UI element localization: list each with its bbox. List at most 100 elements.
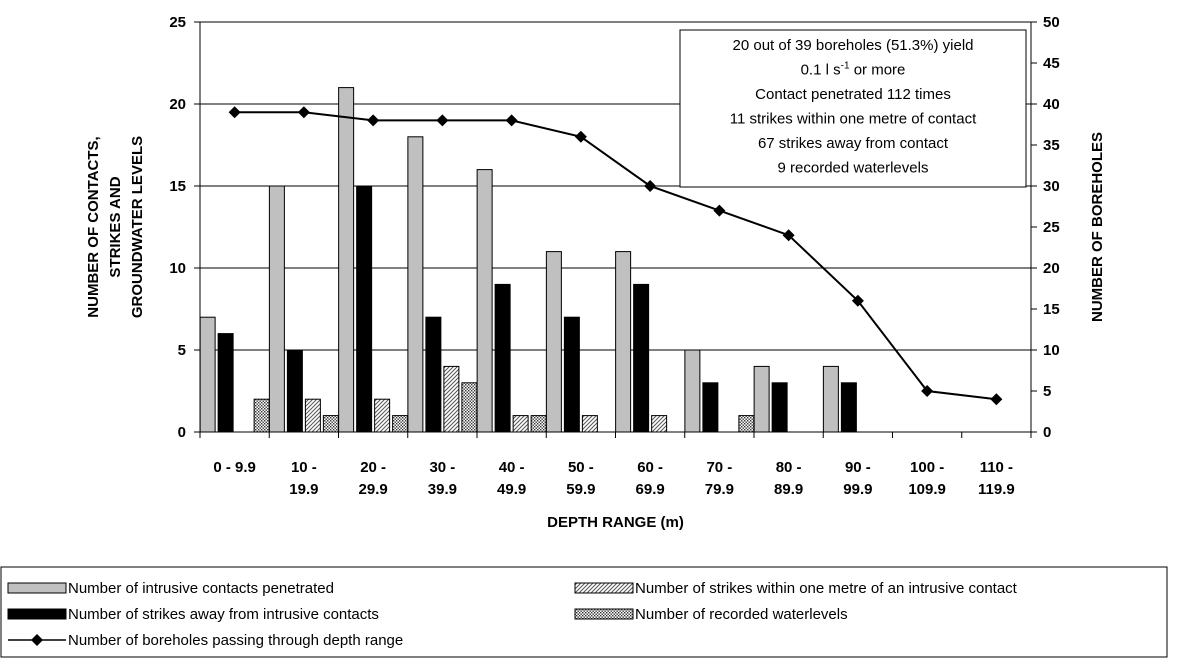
bar: [684, 349, 701, 433]
y-tick-label: 0: [178, 424, 186, 441]
bar: [356, 185, 373, 433]
y2-tick-label: 35: [1043, 137, 1060, 154]
legend: Number of intrusive contacts penetrated N…: [0, 566, 1168, 658]
bar: [753, 365, 770, 433]
x-tick-label: 90 -99.9: [843, 459, 872, 498]
bar: [268, 185, 285, 433]
y-tick-label: 5: [178, 342, 186, 359]
axes: 0 5 10 15 20 25 0 5 10 15 20 25 30 35 40 45 50 0 - 9.9 10 …: [169, 14, 1059, 498]
y-axis-title: NUMBER OF CONTACTS, STRIKES AND GROUNDWATE…: [85, 136, 146, 318]
x-tick-label: 10 -19.9: [289, 459, 318, 498]
annotation-frame: [679, 29, 1027, 188]
annotation-line: 0.1 l s-1 or more: [801, 61, 906, 79]
y2-tick-label: 25: [1043, 219, 1060, 236]
y2-tick-label: 0: [1043, 424, 1051, 441]
y2-tick-label: 50: [1043, 14, 1060, 31]
bar: [374, 398, 391, 433]
legend-swatch: [7, 582, 67, 594]
bar: [563, 316, 580, 433]
y2-tick-label: 15: [1043, 301, 1060, 318]
legend-swatch: [7, 608, 67, 620]
x-tick-label: 100 -109.9: [908, 459, 946, 498]
legend-label: Number of boreholes passing through dept…: [68, 632, 403, 649]
borehole-point: [713, 204, 726, 217]
borehole-point: [436, 114, 449, 127]
borehole-point: [644, 180, 657, 192]
borehole-point: [782, 229, 795, 242]
y2-tick-label: 5: [1043, 383, 1051, 400]
legend-label: Number of strikes away from intrusive co…: [68, 606, 379, 623]
y2-axis-title: NUMBER OF BOREHOLES: [1089, 132, 1106, 322]
annotation-line: 9 recorded waterlevels: [778, 160, 929, 177]
x-tick-label: 0 - 9.9: [213, 459, 256, 476]
legend-label: Number of recorded waterlevels: [635, 606, 848, 623]
bar: [615, 251, 632, 433]
bar: [840, 382, 857, 433]
bar: [425, 316, 442, 433]
y2-tick-label: 30: [1043, 178, 1060, 195]
x-tick-label: 20 -29.9: [359, 459, 388, 498]
bar: [392, 415, 409, 433]
axis-titles: NUMBER OF CONTACTS, STRIKES AND GROUNDWATE…: [85, 132, 1106, 531]
legend-swatch: [574, 582, 634, 594]
borehole-series-line: [234, 111, 997, 401]
borehole-line: [228, 106, 1003, 406]
x-tick-label: 60 -69.9: [636, 459, 665, 498]
bar: [702, 382, 719, 433]
y2-tick-label: 40: [1043, 96, 1060, 113]
bar: [338, 87, 355, 433]
y2-tick-label: 10: [1043, 342, 1060, 359]
bar: [633, 283, 650, 433]
borehole-point: [505, 114, 518, 127]
y2-tick-label: 20: [1043, 260, 1060, 277]
x-axis-title: DEPTH RANGE (m): [547, 514, 684, 531]
legend-marker: [31, 634, 43, 646]
borehole-point: [921, 385, 934, 397]
bar: [581, 415, 598, 433]
x-tick-label: 70 -79.9: [705, 459, 734, 498]
y2-tick-label: 45: [1043, 55, 1060, 72]
bar: [494, 283, 511, 433]
borehole-point: [367, 114, 380, 127]
borehole-point: [228, 106, 241, 119]
x-tick-label: 40 -49.9: [497, 459, 526, 498]
bar: [461, 382, 478, 433]
bar: [476, 169, 493, 433]
y-tick-label: 25: [169, 14, 186, 31]
y-tick-label: 20: [169, 96, 186, 113]
x-tick-label: 30 -39.9: [428, 459, 457, 498]
bar: [199, 316, 216, 433]
borehole-point: [990, 393, 1003, 406]
y-tick-label: 15: [169, 178, 186, 195]
y-tick-label: 10: [169, 260, 186, 277]
borehole-point: [851, 294, 864, 307]
bar: [771, 382, 788, 433]
bar: [304, 398, 321, 433]
annotation-line: 20 out of 39 boreholes (51.3%) yield: [733, 37, 974, 54]
annotation-line: 67 strikes away from contact: [758, 135, 949, 152]
bar: [286, 349, 303, 433]
bar: [545, 251, 562, 433]
annotation-line: Contact penetrated 112 times: [755, 86, 951, 103]
x-tick-label: 110 -119.9: [978, 459, 1015, 498]
x-tick-label: 80 -89.9: [774, 459, 803, 498]
borehole-point: [574, 130, 587, 143]
x-tick-label: 50 -59.9: [566, 459, 595, 498]
legend-label: Number of intrusive contacts penetrated: [68, 580, 334, 597]
bar: [822, 365, 839, 433]
borehole-point: [297, 106, 310, 119]
bar: [651, 415, 668, 433]
bar: [322, 415, 339, 433]
bar: [512, 415, 529, 433]
legend-swatch: [574, 608, 634, 620]
annotation-box: 20 out of 39 boreholes (51.3%) yield 0.1 …: [679, 29, 1027, 188]
legend-label: Number of strikes within one metre of an…: [635, 580, 1018, 597]
bar: [530, 415, 547, 433]
bar: [217, 333, 234, 433]
bar: [738, 415, 755, 433]
bar: [443, 365, 460, 433]
annotation-line: 11 strikes within one metre of contact: [730, 111, 977, 128]
bar: [407, 136, 424, 433]
bar: [253, 398, 270, 433]
